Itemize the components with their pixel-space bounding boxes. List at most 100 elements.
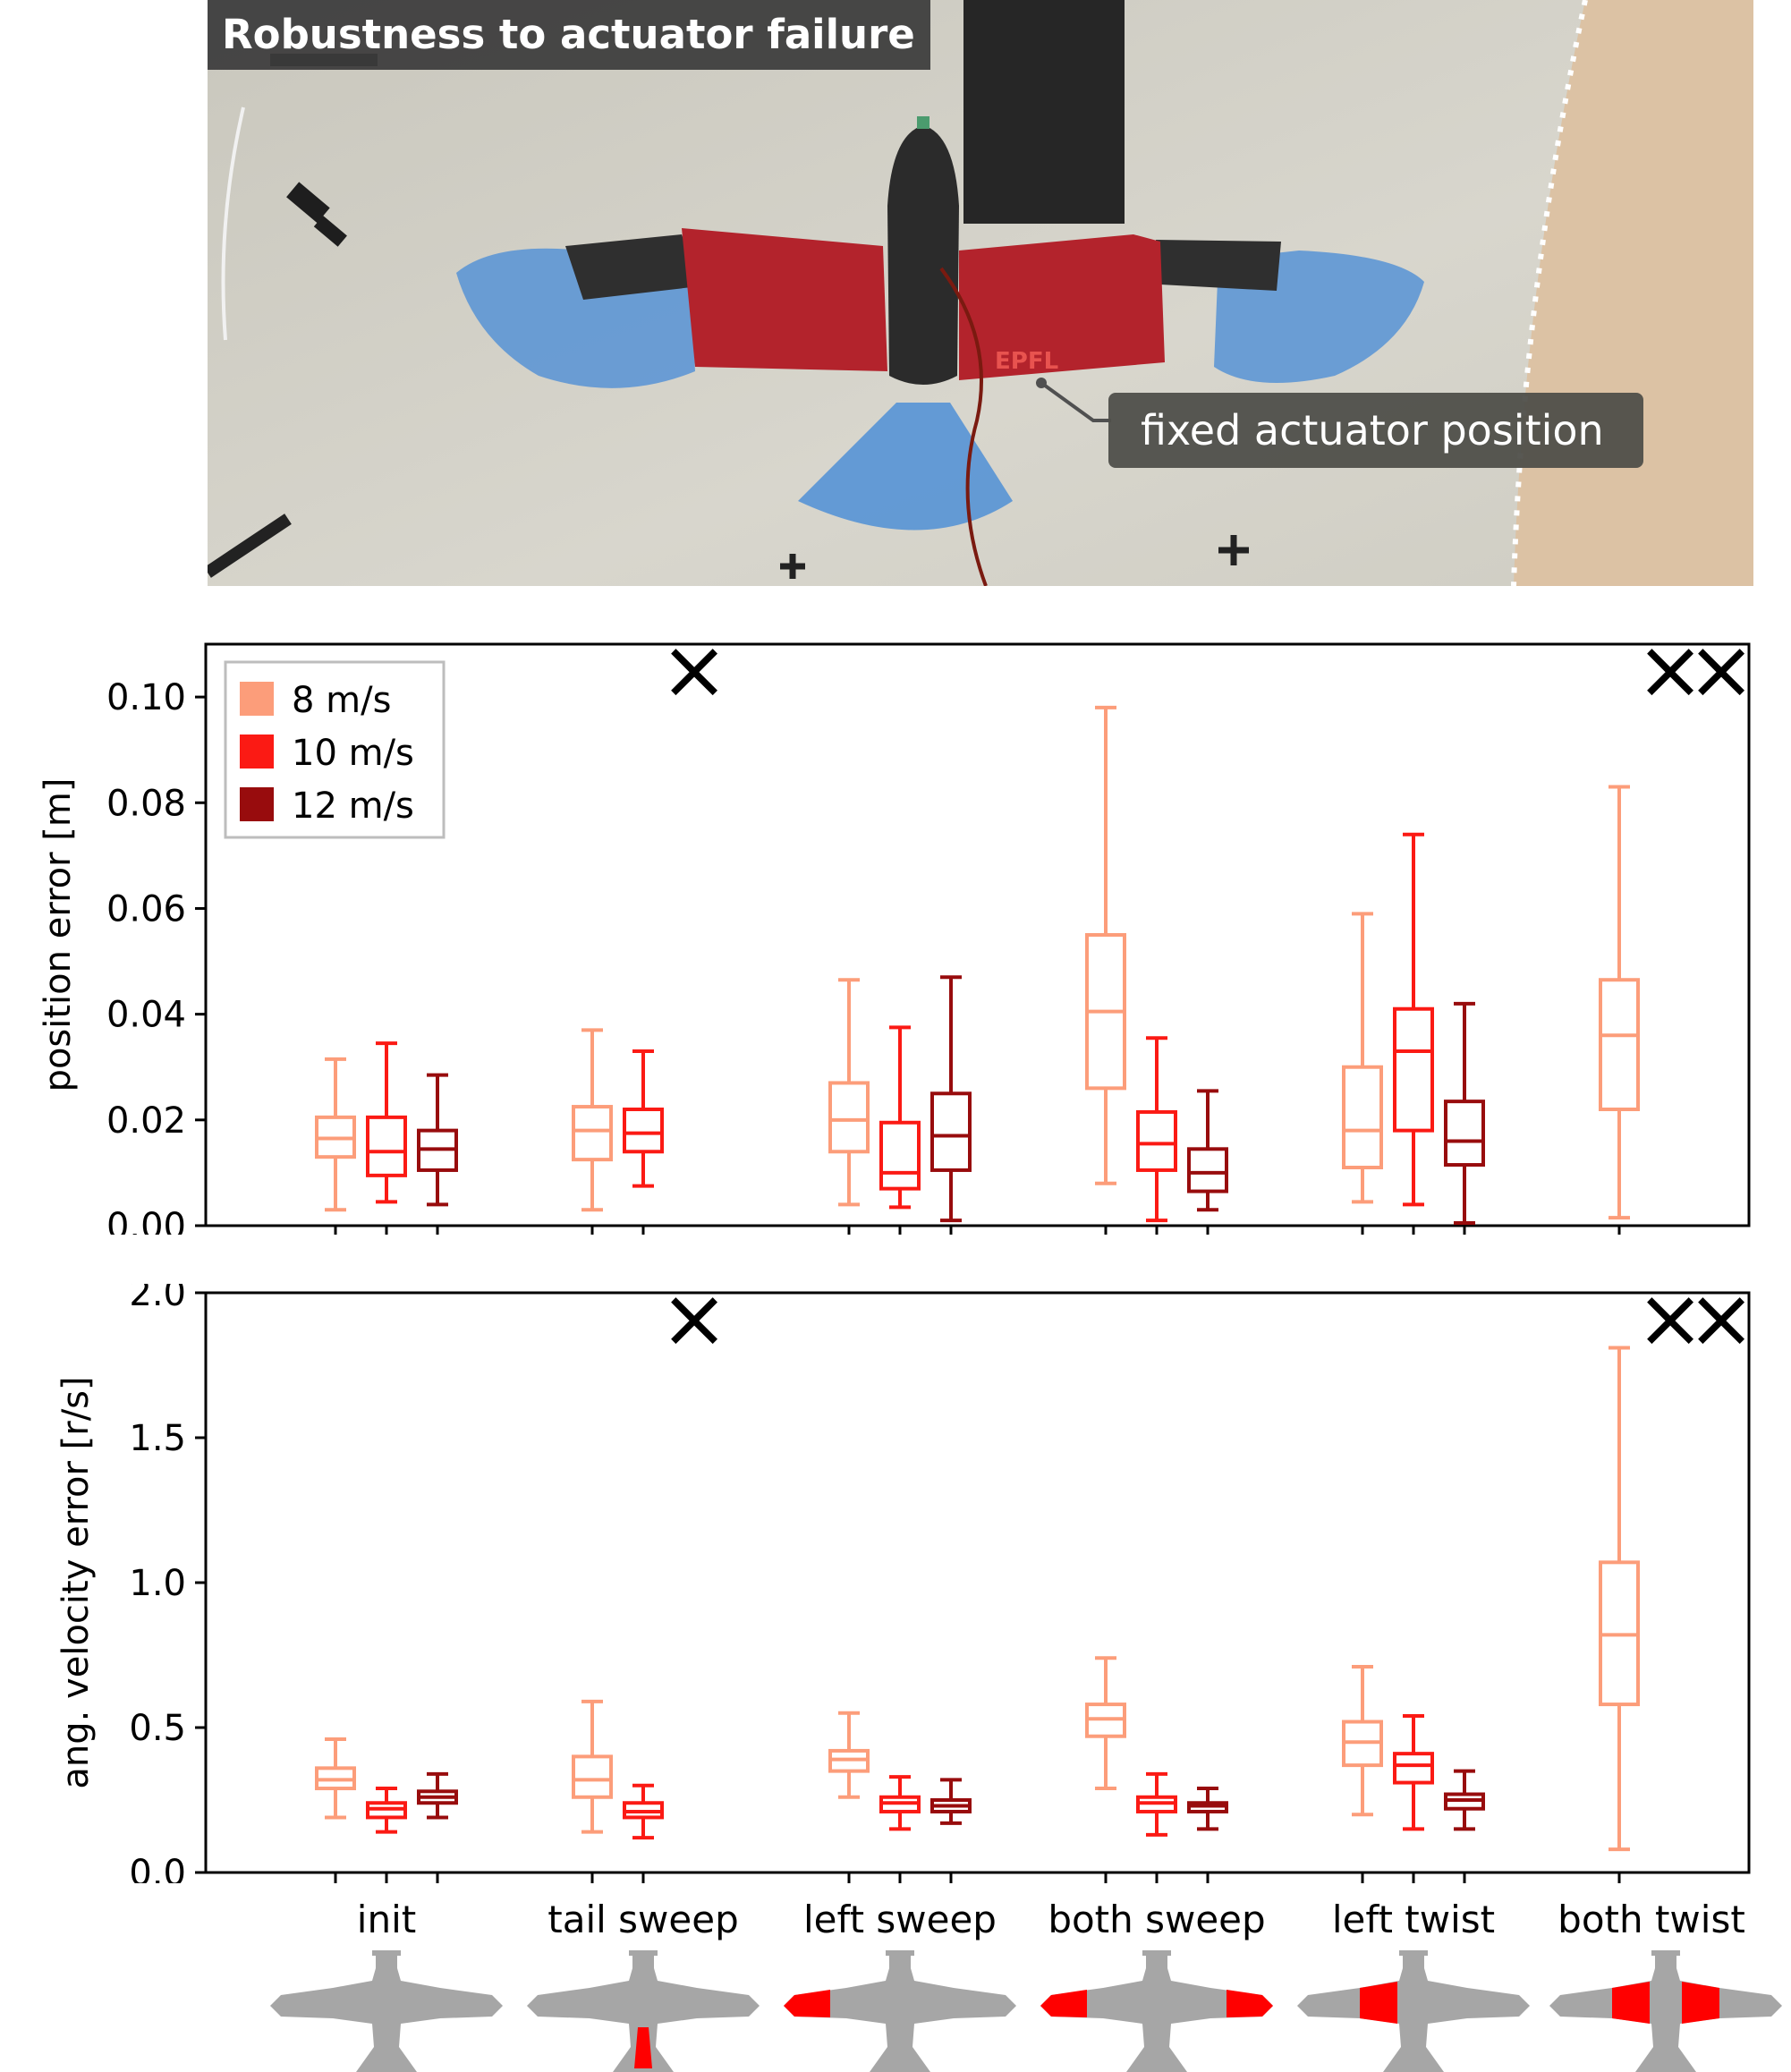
failed-marker: × (659, 1284, 728, 1366)
category-labels: init tail sweep left sweep both sweep le… (357, 1898, 1745, 1941)
failed-marker: × (1635, 1284, 1704, 1366)
failed-tail (634, 2027, 652, 2068)
failed-marker: × (1635, 626, 1704, 718)
box-left-sweep-10ms (879, 1775, 921, 1831)
wire (939, 267, 988, 587)
silhouette-both-twist (1549, 1950, 1782, 2072)
failed-left-sweep (784, 1990, 830, 2017)
failed-left-twist (1612, 1982, 1650, 2024)
y-tick-label: 1.0 (129, 1563, 186, 1604)
failed-right-sweep (1227, 1990, 1273, 2017)
box-tail-sweep-10ms (623, 1783, 664, 1840)
y-tick-label: 0.5 (129, 1708, 186, 1749)
callout-leader (1040, 381, 1111, 422)
legend-swatch-8 (240, 682, 274, 716)
legend-label-10: 10 m/s (292, 733, 414, 774)
box-iqr (1187, 1147, 1228, 1193)
y-tick-label: 0.00 (106, 1206, 186, 1235)
box-iqr (623, 1108, 664, 1154)
silhouette-both-sweep (1040, 1950, 1273, 2072)
box-iqr (828, 1081, 870, 1154)
position-error-chart: 0.000.020.040.060.080.10 ×× × position er… (38, 626, 1756, 1235)
y-axis-label: position error [m] (38, 778, 79, 1092)
box-init-10ms (366, 1041, 407, 1204)
legend-swatch-10 (240, 735, 274, 769)
tail-feathers (798, 403, 1013, 531)
silhouette-left-twist (1297, 1950, 1530, 2072)
failure-silhouettes (270, 1950, 1782, 2072)
box-both-twist-8ms (1599, 785, 1640, 1220)
box-both-sweep-8ms (1085, 705, 1126, 1185)
box-both-sweep-8ms (1085, 1656, 1126, 1791)
cable-left (221, 106, 245, 341)
box-left-twist-8ms (1342, 912, 1383, 1204)
box-tail-sweep-8ms (572, 1699, 613, 1834)
box-iqr (1393, 1752, 1434, 1785)
cross-mark-1 (780, 554, 805, 579)
box-both-sweep-10ms (1136, 1036, 1177, 1223)
black-case (963, 0, 1125, 224)
category-label-left-twist: left twist (1332, 1898, 1495, 1941)
callout-text: fixed actuator position (1141, 406, 1604, 454)
plot-frame (204, 642, 1751, 1227)
robot-photo: EPFL Robustness to actuator failure fixe… (204, 0, 1753, 587)
box-both-sweep-12ms (1187, 1089, 1228, 1212)
silhouette-tail-sweep (527, 1950, 760, 2072)
y-tick-label: 2.0 (129, 1284, 186, 1314)
failed-marker: × (659, 626, 728, 718)
angular-velocity-error-chart: 0.00.51.01.52.0 ×× × ang. velocity error … (55, 1284, 1756, 1883)
fuselage (887, 125, 959, 385)
legend-swatch-12 (240, 787, 274, 821)
box-left-sweep-8ms (828, 1711, 870, 1799)
failed-left-sweep (1040, 1990, 1087, 2017)
y-tick-label: 0.02 (106, 1100, 186, 1142)
box-left-twist-12ms (1444, 1769, 1485, 1831)
box-left-sweep-10ms (879, 1025, 921, 1210)
box-iqr (930, 1091, 972, 1172)
box-iqr (572, 1754, 613, 1799)
box-left-sweep-12ms (930, 1778, 972, 1825)
callout-dot (1036, 378, 1047, 388)
box-init-10ms (366, 1787, 407, 1834)
floor-tape-2 (313, 215, 347, 247)
box-init-8ms (315, 1737, 356, 1820)
y-tick-label: 0.0 (129, 1853, 186, 1883)
category-label-tail-sweep: tail sweep (547, 1898, 738, 1941)
y-tick-label: 0.10 (106, 677, 186, 718)
y-axis-label: ang. velocity error [r/s] (55, 1376, 97, 1788)
legend-label-12: 12 m/s (292, 785, 414, 827)
legend: 8 m/s 10 m/s 12 m/s (224, 660, 446, 839)
silhouette-left-sweep (784, 1950, 1016, 2072)
box-iqr (1136, 1109, 1177, 1172)
box-left-sweep-12ms (930, 975, 972, 1223)
box-iqr (1342, 1065, 1383, 1169)
box-both-sweep-12ms (1187, 1787, 1228, 1831)
wing-logo: EPFL (995, 348, 1058, 375)
y-tick-label: 0.06 (106, 888, 186, 930)
box-both-sweep-10ms (1136, 1771, 1177, 1837)
box-iqr (879, 1120, 921, 1191)
y-tick-label: 1.5 (129, 1418, 186, 1459)
stick-bottom-left (204, 514, 292, 578)
right-wing-red (959, 234, 1165, 380)
box-tail-sweep-8ms (572, 1028, 613, 1212)
box-both-twist-8ms (1599, 1346, 1640, 1852)
photo-title-box (208, 0, 930, 70)
category-label-both-sweep: both sweep (1048, 1898, 1265, 1941)
left-wing-red (682, 228, 887, 371)
legend-label-8: 8 m/s (292, 680, 391, 721)
box-left-twist-8ms (1342, 1664, 1383, 1817)
box-init-12ms (417, 1073, 458, 1207)
floor-tape-1 (286, 182, 330, 224)
nose-marker (917, 116, 929, 129)
box-init-12ms (417, 1771, 458, 1820)
left-wing-dark (565, 234, 700, 300)
box-init-8ms (315, 1057, 356, 1212)
silhouette-init (270, 1950, 503, 2072)
box-tail-sweep-10ms (623, 1049, 664, 1188)
category-label-init: init (357, 1898, 416, 1941)
failed-right-twist (1682, 1982, 1719, 2024)
box-iqr (1444, 1100, 1485, 1168)
box-left-twist-10ms (1393, 832, 1434, 1207)
right-wing-dark (1156, 240, 1281, 291)
